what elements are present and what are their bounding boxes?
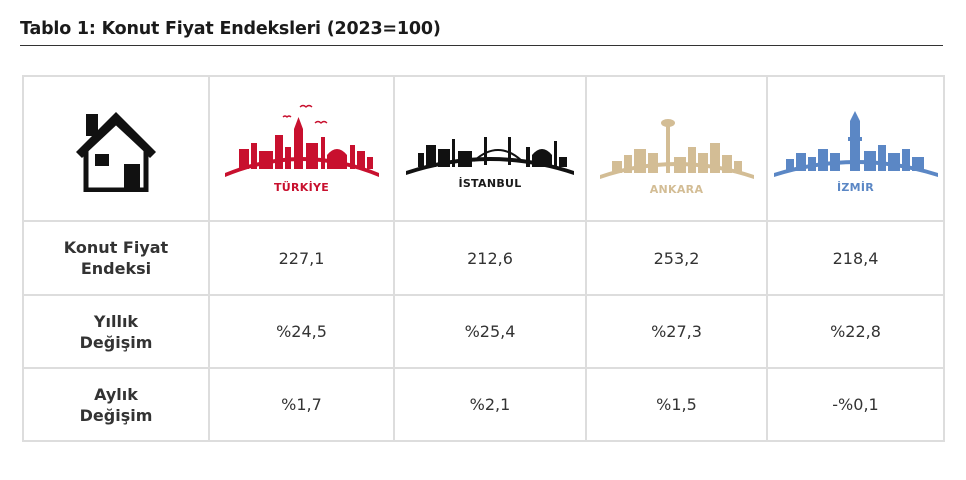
cell-value: 218,4 [766, 220, 945, 296]
row-label: Yıllık Değişim [22, 294, 210, 369]
table-row: Yıllık Değişim %24,5 %25,4 %27,3 %22,8 [22, 294, 945, 369]
cell-value: %22,8 [766, 294, 945, 369]
city-name-turkiye: TÜRKİYE [273, 181, 330, 194]
cell-value: %1,7 [208, 367, 395, 442]
title-underline [20, 45, 943, 46]
ankara-skyline-icon [599, 119, 754, 179]
city-name-ankara: ANKARA [649, 183, 704, 196]
row-label-line: Endeksi [80, 259, 152, 278]
house-cell [22, 75, 210, 222]
col-istanbul: İSTANBUL [393, 75, 587, 222]
cell-value: 212,6 [393, 220, 587, 296]
city-name-izmir: İZMİR [836, 181, 875, 194]
table-title: Tablo 1: Konut Fiyat Endeksleri (2023=10… [20, 19, 441, 39]
row-label-line: Konut Fiyat [63, 238, 169, 257]
cell-value: 227,1 [208, 220, 395, 296]
istanbul-skyline-icon [406, 137, 574, 175]
cell-value: %1,5 [585, 367, 768, 442]
table-row: Konut Fiyat Endeksi 227,1 212,6 253,2 21… [22, 220, 945, 296]
row-label-line: Yıllık [93, 311, 139, 331]
izmir-skyline-icon [773, 111, 938, 177]
table-row: Aylık Değişim %1,7 %2,1 %1,5 -%0,1 [22, 367, 945, 442]
row-label: Aylık Değişim [22, 367, 210, 442]
cell-value: 253,2 [585, 220, 768, 296]
col-turkiye: TÜRKİYE [208, 75, 395, 222]
city-name-istanbul: İSTANBUL [458, 177, 522, 190]
price-index-table: TÜRKİYE İSTANBUL [22, 75, 945, 442]
header-row: TÜRKİYE İSTANBUL [22, 75, 945, 222]
row-label: Konut Fiyat Endeksi [22, 220, 210, 296]
house-icon [76, 111, 156, 192]
cell-value: %25,4 [393, 294, 587, 369]
cell-value: %27,3 [585, 294, 768, 369]
row-label-line: Aylık [94, 384, 138, 404]
row-label-line: Değişim [79, 332, 153, 352]
cell-value: -%0,1 [766, 367, 945, 442]
cell-value: %24,5 [208, 294, 395, 369]
col-izmir: İZMİR [766, 75, 945, 222]
row-label-line: Değişim [79, 405, 153, 425]
turkiye-skyline-icon [224, 104, 379, 177]
cell-value: %2,1 [393, 367, 587, 442]
col-ankara: ANKARA [585, 75, 768, 222]
